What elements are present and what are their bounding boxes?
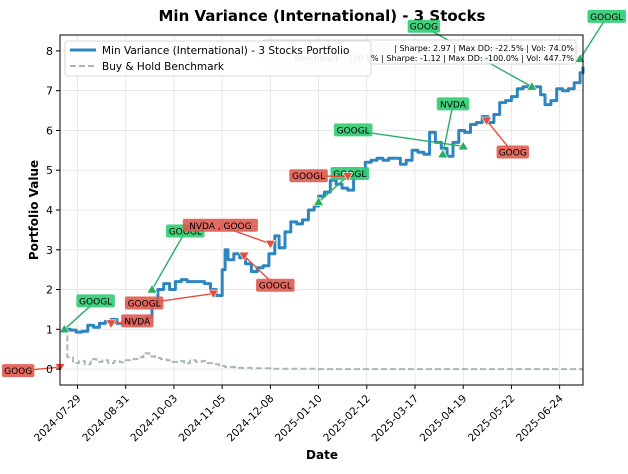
y-tick-label: 6 bbox=[46, 124, 53, 137]
annotation-label: GOOGL bbox=[259, 282, 292, 292]
y-tick-label: 0 bbox=[46, 363, 53, 376]
buy-marker bbox=[526, 81, 538, 91]
sell-marker bbox=[264, 240, 276, 250]
buy-marker bbox=[437, 148, 449, 159]
buy-marker bbox=[146, 283, 158, 294]
annotation-label: GOOG bbox=[410, 23, 438, 33]
annotation-box bbox=[587, 9, 626, 23]
annotation-label: GOOG bbox=[4, 367, 32, 377]
stats-line-portfolio: | Sharpe: 2.97 | Max DD: -22.5% | Vol: 7… bbox=[394, 44, 574, 53]
y-tick-label: 5 bbox=[46, 164, 53, 177]
annotation-label: GOOGL bbox=[292, 172, 325, 182]
sell-marker bbox=[481, 116, 493, 127]
annotation-connector bbox=[151, 231, 186, 290]
y-tick-label: 8 bbox=[46, 45, 53, 58]
legend-label-portfolio: Min Variance (International) - 3 Stocks … bbox=[102, 45, 349, 57]
annotation-box bbox=[124, 296, 164, 310]
annotation-box bbox=[182, 218, 258, 232]
annotation-label: GOOGL bbox=[337, 126, 370, 136]
annotation-label: NVDA , GOOG bbox=[189, 222, 252, 232]
legend: Min Variance (International) - 3 Stocks … bbox=[64, 40, 372, 77]
sell-marker bbox=[207, 289, 219, 300]
x-axis-label: Date bbox=[306, 448, 338, 462]
chart-title: Min Variance (International) - 3 Stocks bbox=[159, 7, 486, 25]
y-tick-label: 1 bbox=[46, 323, 53, 336]
annotation-box bbox=[333, 123, 373, 137]
y-tick-label: 4 bbox=[46, 204, 53, 217]
benchmark-series bbox=[64, 328, 583, 371]
annotation-box bbox=[436, 97, 470, 111]
annotation-box bbox=[121, 314, 154, 328]
annotation-box bbox=[407, 19, 441, 33]
annotation-box bbox=[289, 169, 328, 183]
annotation-box bbox=[256, 278, 295, 292]
annotation-label: GOOG bbox=[499, 149, 527, 159]
annotation-label: GOOGL bbox=[590, 13, 623, 23]
annotation-connector bbox=[442, 104, 454, 155]
annotation-label: NVDA bbox=[124, 317, 151, 327]
buy-marker bbox=[58, 323, 70, 334]
benchmark-line bbox=[64, 328, 583, 371]
y-axis-label: Portfolio Value bbox=[27, 160, 41, 260]
annotation-label: GOOGL bbox=[79, 297, 112, 307]
annotation-label: GOOGL bbox=[128, 300, 161, 310]
stats-line-benchmark: Benchmark: -100.0% | Sharpe: -1.12 | Max… bbox=[294, 54, 574, 63]
annotation-label: GOOGL bbox=[169, 228, 202, 238]
annotation-box bbox=[496, 145, 529, 159]
sell-marker bbox=[342, 172, 354, 182]
annotation-box bbox=[76, 294, 115, 308]
annotation-label: NVDA bbox=[440, 100, 467, 110]
y-tick-label: 2 bbox=[46, 284, 53, 297]
y-tick-label: 7 bbox=[46, 85, 53, 98]
sell-marker bbox=[105, 319, 117, 329]
annotation-box bbox=[2, 364, 35, 378]
y-tick-label: 3 bbox=[46, 244, 53, 257]
y-axis-ticks: 0 1 2 3 4 5 6 7 8 bbox=[46, 45, 60, 376]
buy-marker bbox=[313, 196, 325, 206]
buy-marker bbox=[457, 140, 469, 151]
sell-marker bbox=[238, 251, 250, 262]
annotation-connector bbox=[579, 16, 608, 60]
legend-label-benchmark: Buy & Hold Benchmark bbox=[102, 61, 225, 73]
